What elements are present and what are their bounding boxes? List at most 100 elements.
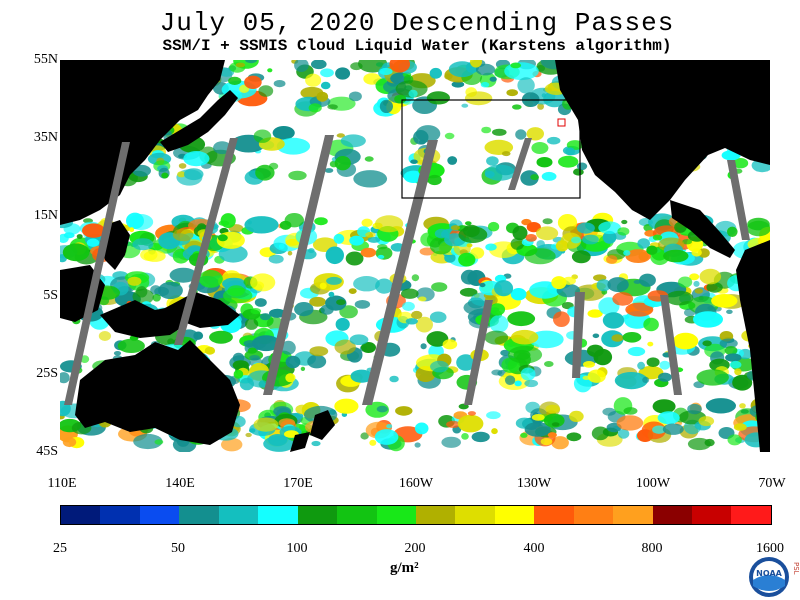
cloud-blob — [294, 60, 309, 72]
cloud-blob — [441, 436, 462, 448]
cloud-blob — [545, 404, 560, 414]
cloud-blob — [204, 346, 216, 355]
cloud-blob — [360, 432, 369, 440]
cloud-blob — [444, 253, 456, 263]
cloud-blob — [426, 331, 449, 347]
cloud-blob — [127, 276, 142, 286]
cloud-blob — [233, 369, 244, 379]
cloud-blob — [325, 295, 347, 311]
cloud-blob — [459, 287, 478, 297]
cloud-blob — [693, 280, 700, 287]
cloud-blob — [319, 282, 327, 289]
cloud-blob — [500, 349, 510, 357]
cloud-blob — [335, 317, 350, 331]
cloud-blob — [571, 250, 591, 264]
lon-label-170e: 170E — [283, 476, 313, 491]
cloud-blob — [733, 158, 749, 169]
colorbar-cell-2 — [100, 506, 140, 524]
cloud-blob — [657, 411, 680, 425]
cloud-blob — [133, 433, 163, 450]
cloud-blob — [486, 156, 499, 166]
cloud-blob — [665, 290, 694, 306]
cloud-blob — [623, 250, 631, 256]
cloud-blob — [593, 348, 613, 366]
cloud-blob — [278, 243, 285, 250]
cloud-blob — [461, 433, 469, 440]
swath-gap-4 — [362, 140, 438, 405]
cloud-blob — [633, 279, 641, 284]
cloud-blob — [129, 227, 135, 233]
cloud-blob — [152, 294, 161, 302]
cloud-blob — [646, 357, 660, 368]
cloud-blob — [698, 416, 715, 427]
cloud-blob — [537, 103, 544, 110]
cloud-blob — [479, 282, 486, 288]
cloud-blob — [259, 380, 267, 388]
cloud-blob — [254, 298, 267, 307]
cloud-blob — [607, 277, 629, 293]
cloud-blob — [614, 372, 648, 390]
cloud-blob — [514, 380, 522, 387]
cloud-blob — [253, 417, 279, 432]
noaa-logo[interactable]: NOAA — [748, 556, 790, 598]
cloud-blob — [505, 375, 516, 386]
cloud-blob — [691, 248, 702, 257]
cloud-blob — [510, 237, 525, 250]
cloud-blob — [128, 214, 154, 230]
cloud-blob — [250, 308, 262, 315]
lon-label-110e: 110E — [47, 476, 77, 491]
colorbar-cell-16 — [652, 506, 692, 524]
cloud-blob — [267, 68, 273, 73]
colorbar-cell-1 — [61, 506, 101, 524]
swath-gap-7 — [660, 295, 682, 395]
cloud-blob — [647, 341, 654, 347]
cloud-blob — [353, 276, 380, 292]
cloud-blob — [431, 282, 448, 292]
land-asia — [60, 60, 225, 225]
cloud-blob — [726, 309, 733, 314]
cloud-blob — [333, 233, 345, 244]
cloud-blob — [345, 251, 364, 266]
colorbar — [60, 505, 772, 525]
cloud-blob — [429, 311, 447, 323]
cloud-blob — [489, 315, 509, 333]
cloud-blob — [361, 342, 376, 353]
colorbar-cell-10 — [415, 506, 456, 524]
cloud-blob — [172, 228, 194, 242]
cloud-blob — [336, 133, 345, 138]
cloud-blob — [415, 316, 433, 333]
land-masses — [60, 60, 770, 452]
cloud-blob — [369, 439, 377, 446]
cloud-blob — [689, 273, 700, 281]
cloud-blob — [696, 369, 729, 386]
swath-gap-3 — [263, 135, 334, 395]
cloud-blob — [678, 276, 693, 288]
cloud-blob — [288, 170, 307, 181]
cloud-blob — [617, 428, 630, 439]
colorbar-cell-17 — [692, 506, 732, 524]
cloud-blob — [444, 132, 455, 140]
cloud-blob — [361, 218, 373, 227]
cloud-blob — [524, 422, 551, 437]
swath-gap-5 — [464, 300, 493, 405]
land-south-america — [736, 240, 770, 452]
cloud-blob — [659, 360, 671, 370]
cloud-blob — [547, 432, 557, 438]
cloud-blob — [273, 80, 286, 88]
colorbar-tick-25: 25 — [53, 541, 67, 556]
cloud-blob — [430, 360, 449, 373]
cloud-blob — [682, 239, 692, 245]
swath-gap-8 — [727, 160, 750, 240]
cloud-blob — [223, 287, 253, 304]
cloud-blob — [305, 73, 322, 87]
cloud-blob — [625, 302, 654, 317]
cloud-blob — [663, 249, 689, 263]
cloud-blob — [602, 230, 617, 244]
cloud-blob — [334, 398, 359, 414]
cloud-blob — [132, 238, 154, 251]
cloud-blob — [456, 354, 476, 371]
cloud-blob — [245, 318, 259, 330]
cloud-blob — [82, 223, 105, 238]
cloud-blob — [506, 89, 518, 97]
cloud-blob — [308, 103, 322, 113]
